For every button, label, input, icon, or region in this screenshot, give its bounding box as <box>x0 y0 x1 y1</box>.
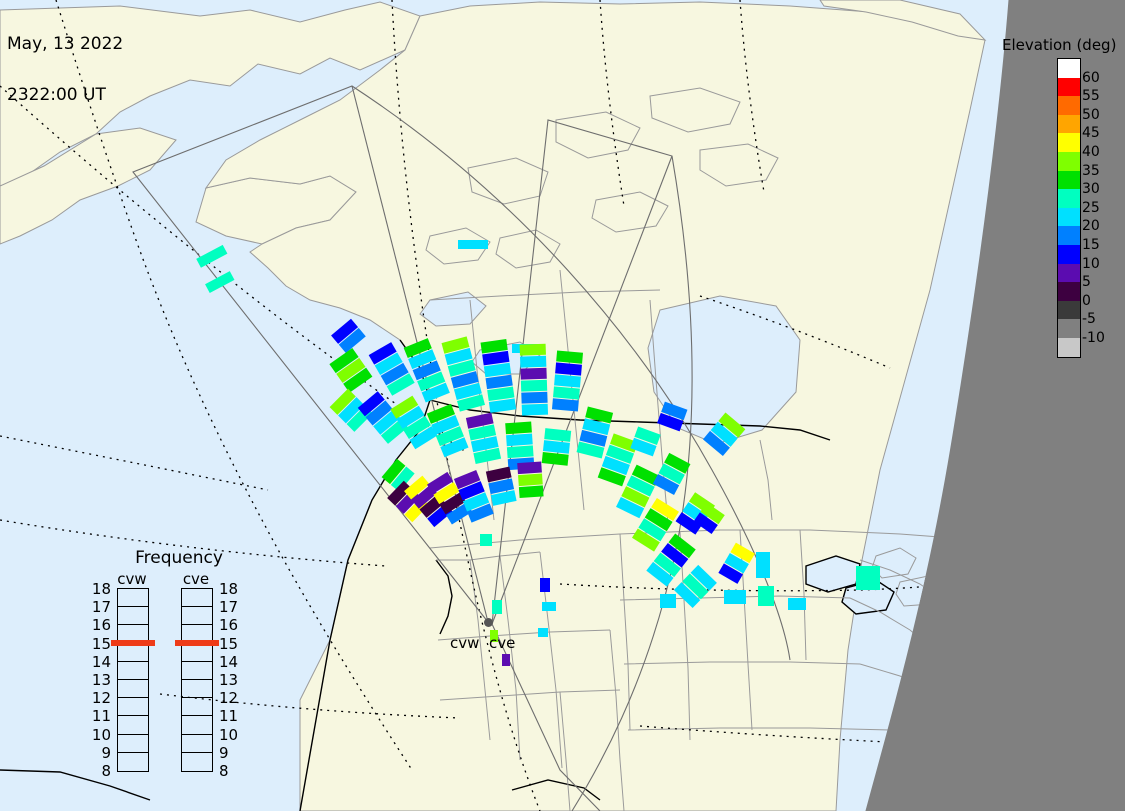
backscatter-cells <box>196 240 880 666</box>
timestamp-date: May, 13 2022 <box>7 34 124 54</box>
frequency-cell <box>118 753 148 771</box>
frequency-tick-cve-18: 18 <box>219 580 239 598</box>
frequency-tick-cvw-11: 11 <box>91 707 111 726</box>
elevation-tick-60: 60 <box>1082 69 1100 86</box>
elevation-tick--10: -10 <box>1082 330 1105 346</box>
frequency-cell <box>182 753 212 771</box>
elevation-colorbar[interactable] <box>1057 58 1081 358</box>
frequency-legend: Frequency cvw 18 17 16 15 14 13 12 11 10 9 8 cve 18 17… <box>92 548 260 788</box>
frequency-cell <box>118 716 148 735</box>
frequency-cell <box>118 735 148 753</box>
elevation-tick-5: 5 <box>1082 274 1091 291</box>
frequency-cell <box>118 589 148 608</box>
frequency-tick-cve-11: 11 <box>219 707 239 726</box>
elevation-tick-55: 55 <box>1082 88 1100 105</box>
elevation-color-band-12 <box>1058 282 1080 301</box>
elevation-color-band-15 <box>1058 337 1080 357</box>
elevation-color-band-4 <box>1058 133 1080 152</box>
frequency-cell <box>182 589 212 608</box>
elevation-color-band-11 <box>1058 263 1080 283</box>
radar-site-label-cvw: cvw <box>450 634 480 652</box>
frequency-cell <box>182 735 212 753</box>
frequency-tick-cve-15: 15 <box>219 634 239 653</box>
frequency-cell <box>118 607 148 626</box>
frequency-cell <box>182 662 212 680</box>
frequency-tick-cvw-9: 9 <box>101 743 111 762</box>
elevation-legend-title: Elevation (deg) <box>1002 36 1117 54</box>
radar-site-label-cve: cve <box>489 634 516 652</box>
elevation-tick-15: 15 <box>1082 237 1100 253</box>
elevation-color-band-3 <box>1058 114 1080 134</box>
frequency-legend-title: Frequency <box>135 548 223 568</box>
frequency-cell <box>118 698 148 717</box>
elevation-color-band-13 <box>1058 300 1080 320</box>
frequency-tick-cve-8: 8 <box>219 762 229 780</box>
elevation-tick-35: 35 <box>1082 162 1100 179</box>
timestamp-block: May, 13 2022 2322:00 UT <box>7 2 123 138</box>
frequency-tick-cvw-13: 13 <box>91 671 111 689</box>
frequency-cell <box>182 698 212 717</box>
elevation-tick-50: 50 <box>1082 106 1100 123</box>
frequency-tick-cvw-16: 16 <box>91 616 111 635</box>
frequency-tick-cve-14: 14 <box>219 652 239 671</box>
frequency-cell <box>182 644 212 662</box>
frequency-tick-cvw-12: 12 <box>91 689 111 708</box>
elevation-tick-40: 40 <box>1082 144 1100 160</box>
cell-cluster-east <box>576 401 880 610</box>
elevation-tick-20: 20 <box>1082 218 1100 235</box>
frequency-cell <box>182 680 212 699</box>
frequency-tick-cve-16: 16 <box>219 616 239 635</box>
frequency-cell <box>118 644 148 662</box>
elevation-color-band-8 <box>1058 207 1080 227</box>
frequency-tick-cvw-8: 8 <box>101 762 111 780</box>
timestamp-time: 2322:00 UT <box>7 85 106 105</box>
elevation-tick-0: 0 <box>1082 292 1091 309</box>
frequency-tick-cve-12: 12 <box>219 689 239 708</box>
frequency-tick-cvw-18: 18 <box>91 580 111 598</box>
frequency-tick-cve-9: 9 <box>219 743 229 762</box>
elevation-color-band-7 <box>1058 189 1080 208</box>
elevation-tick-25: 25 <box>1082 199 1100 216</box>
frequency-scale-cve[interactable] <box>181 588 213 772</box>
frequency-tick-cvw-10: 10 <box>91 725 111 744</box>
elevation-color-band-0 <box>1058 59 1080 78</box>
frequency-cell <box>182 716 212 735</box>
elevation-color-band-10 <box>1058 244 1080 264</box>
frequency-marker-cvw <box>111 639 155 646</box>
elevation-tick-10: 10 <box>1082 255 1100 272</box>
elevation-tick-30: 30 <box>1082 181 1100 198</box>
frequency-tick-cve-10: 10 <box>219 725 239 744</box>
elevation-color-band-1 <box>1058 77 1080 97</box>
frequency-column-label-cve: cve <box>182 570 210 588</box>
elevation-tick-45: 45 <box>1082 125 1100 142</box>
elevation-color-band-2 <box>1058 96 1080 115</box>
frequency-marker-cve <box>175 639 219 646</box>
frequency-tick-cve-17: 17 <box>219 598 239 617</box>
elevation-color-band-6 <box>1058 170 1080 190</box>
elevation-color-band-14 <box>1058 319 1080 338</box>
frequency-cell <box>182 607 212 626</box>
frequency-tick-cve-13: 13 <box>219 671 239 689</box>
frequency-tick-cvw-14: 14 <box>91 652 111 671</box>
map-content <box>0 0 1010 811</box>
frequency-column-label-cvw: cvw <box>117 570 147 588</box>
elevation-tick--5: -5 <box>1082 311 1096 328</box>
frequency-cell <box>118 662 148 680</box>
frequency-cell <box>118 680 148 699</box>
radar-site-marker <box>484 618 493 627</box>
frequency-tick-cvw-17: 17 <box>91 598 111 617</box>
frequency-scale-cvw[interactable] <box>117 588 149 772</box>
cell-cluster-west <box>329 318 584 528</box>
elevation-color-band-9 <box>1058 226 1080 245</box>
frequency-tick-cvw-15: 15 <box>91 634 111 653</box>
elevation-color-band-5 <box>1058 151 1080 171</box>
